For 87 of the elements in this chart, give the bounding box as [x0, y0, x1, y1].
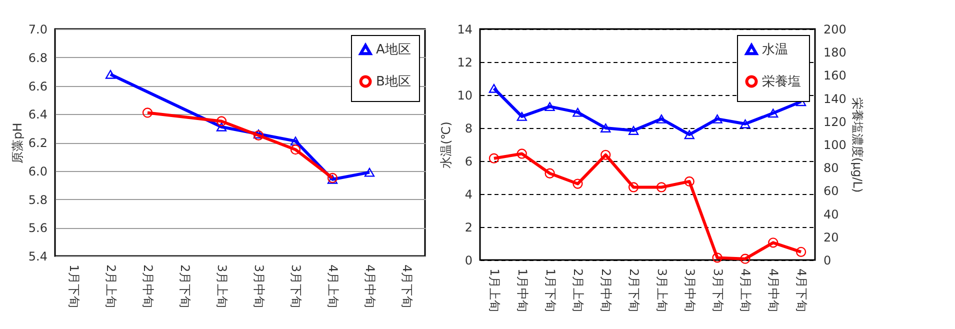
legend-label: B地区: [376, 74, 411, 90]
y2-tick-label: 160: [824, 68, 846, 83]
point: [712, 114, 722, 124]
x-tick-label: 2月中旬: [141, 264, 155, 308]
y-tick-label: 14: [457, 22, 472, 36]
x-tick-label: 4月下旬: [400, 264, 414, 308]
y-axis-title: 原藻pH: [10, 122, 24, 164]
x-tick-label: 3月上旬: [215, 264, 229, 308]
y-tick-label: 8: [464, 122, 472, 136]
y2-tick-label: 200: [824, 22, 846, 36]
y2-tick-label: 40: [824, 207, 839, 222]
x-tick-label: 1月中旬: [515, 268, 530, 312]
point: [142, 108, 153, 118]
point: [768, 108, 778, 118]
y-axis-title: 水温(℃): [439, 122, 454, 168]
point: [544, 168, 555, 178]
y2-tick-label: 0: [824, 254, 832, 268]
x-tick-label: 4月上旬: [326, 264, 340, 308]
y-tick-label: 6.6: [28, 79, 48, 94]
point: [684, 176, 694, 187]
y2-tick-label: 140: [824, 92, 846, 106]
y2-tick-label: 80: [824, 161, 839, 176]
x-tick-label: 3月下旬: [710, 268, 725, 312]
y-tick-label: 4: [464, 188, 472, 202]
point: [290, 136, 301, 146]
y2-tick-label: 20: [824, 230, 839, 244]
y2-tick-label: 120: [824, 114, 846, 129]
point: [488, 84, 500, 93]
point: [516, 148, 527, 159]
x-tick-label: 2月上旬: [571, 268, 586, 312]
y-tick-label: 5.8: [28, 192, 48, 207]
point: [216, 116, 227, 126]
point: [628, 126, 639, 135]
point: [656, 182, 667, 192]
x-tick-label: 3月下旬: [289, 264, 303, 308]
point: [740, 254, 750, 264]
point: [796, 246, 806, 257]
x-tick-label: 4月上旬: [738, 268, 753, 312]
x-tick-label: 4月中旬: [363, 264, 377, 308]
point: [600, 150, 611, 160]
y-tick-label: 6.2: [28, 136, 48, 150]
point: [628, 182, 639, 192]
point: [216, 122, 227, 132]
y2-tick-label: 60: [824, 184, 839, 198]
point: [572, 108, 583, 117]
point: [740, 119, 750, 128]
y-tick-label: 7.0: [28, 22, 48, 36]
point: [544, 102, 555, 112]
point: [712, 252, 722, 263]
y-tick-label: 6.8: [28, 50, 48, 65]
point: [516, 112, 527, 121]
point: [600, 124, 611, 132]
point: [572, 178, 583, 189]
y-tick-label: 6.4: [28, 108, 48, 122]
y2-axis-title: 栄養塩濃度(μg/L): [850, 97, 864, 193]
y-tick-label: 10: [457, 88, 472, 102]
x-tick-label: 4月中旬: [766, 268, 781, 312]
x-tick-label: 3月中旬: [682, 268, 697, 312]
point: [364, 168, 375, 177]
x-tick-label: 2月下旬: [627, 268, 642, 312]
y-tick-label: 6.0: [28, 164, 48, 178]
y2-tick-label: 180: [824, 46, 846, 60]
legend-label: 水温: [762, 42, 788, 58]
x-tick-label: 1月上旬: [487, 268, 502, 312]
x-tick-label: 2月上旬: [104, 264, 118, 308]
point: [488, 153, 500, 164]
legend-label: A地区: [376, 42, 411, 58]
point: [656, 114, 667, 124]
x-tick-label: 4月下旬: [794, 268, 809, 312]
y-tick-label: 12: [457, 56, 472, 70]
y-tick-label: 5.4: [28, 250, 48, 264]
point: [290, 144, 301, 155]
x-tick-label: 1月下旬: [67, 264, 81, 308]
x-tick-label: 3月上旬: [654, 268, 669, 312]
x-tick-label: 1月下旬: [543, 268, 558, 312]
y-tick-label: 6: [464, 154, 472, 168]
y2-tick-label: 100: [824, 138, 846, 152]
y-tick-label: 5.6: [28, 221, 48, 236]
point: [684, 130, 694, 140]
point: [768, 238, 778, 248]
x-tick-label: 2月下旬: [178, 264, 192, 308]
point: [105, 70, 116, 79]
x-tick-label: 2月中旬: [599, 268, 614, 312]
legend-label: 栄養塩: [762, 74, 801, 90]
y-tick-label: 2: [464, 220, 472, 234]
x-tick-label: 3月中旬: [252, 264, 266, 308]
y-tick-label: 0: [464, 254, 472, 268]
